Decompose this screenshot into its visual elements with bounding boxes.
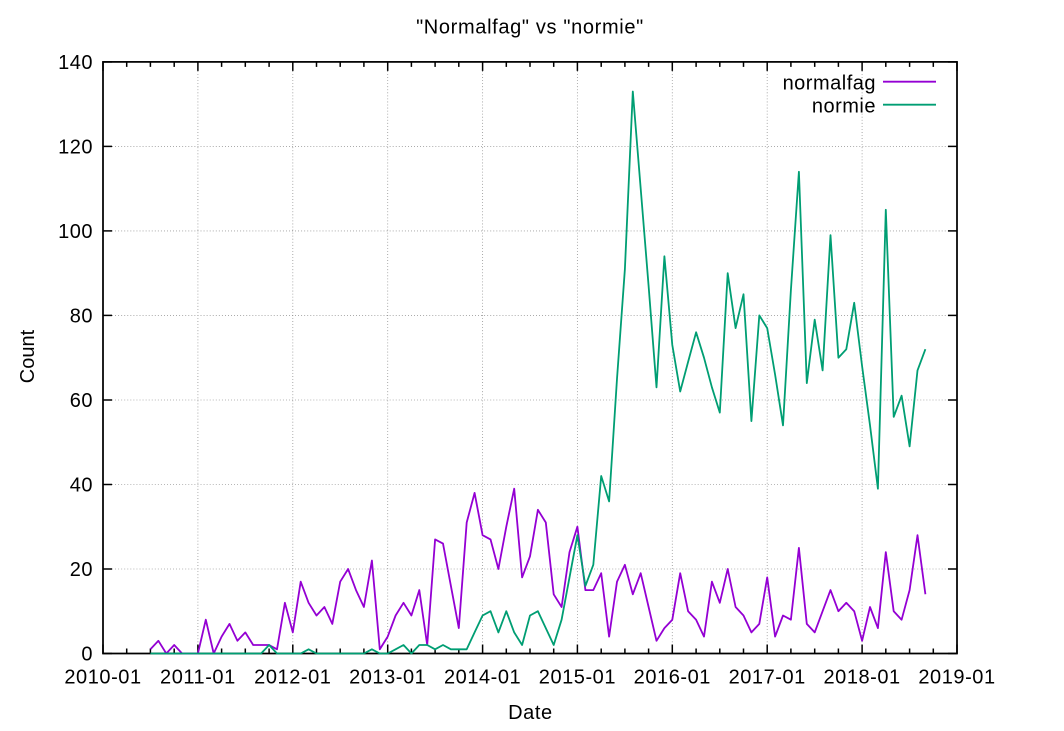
svg-text:normalfag: normalfag: [783, 72, 876, 94]
svg-text:60: 60: [70, 390, 93, 412]
svg-text:0: 0: [81, 644, 93, 666]
svg-text:120: 120: [58, 137, 93, 159]
svg-text:Date: Date: [508, 702, 552, 724]
svg-text:140: 140: [58, 52, 93, 74]
svg-text:2019-01: 2019-01: [918, 666, 995, 688]
svg-text:40: 40: [70, 475, 93, 497]
svg-text:2013-01: 2013-01: [349, 666, 426, 688]
svg-text:2018-01: 2018-01: [823, 666, 900, 688]
svg-text:2010-01: 2010-01: [64, 666, 141, 688]
svg-text:"Normalfag" vs "normie": "Normalfag" vs "normie": [416, 16, 644, 38]
svg-text:normie: normie: [812, 95, 876, 117]
svg-text:100: 100: [58, 221, 93, 243]
svg-text:2016-01: 2016-01: [634, 666, 711, 688]
svg-text:Count: Count: [17, 329, 39, 383]
svg-text:20: 20: [70, 559, 93, 581]
svg-text:2017-01: 2017-01: [729, 666, 806, 688]
svg-text:2012-01: 2012-01: [254, 666, 331, 688]
svg-text:2014-01: 2014-01: [444, 666, 521, 688]
svg-text:2015-01: 2015-01: [539, 666, 616, 688]
svg-text:80: 80: [70, 306, 93, 328]
svg-text:2011-01: 2011-01: [160, 666, 236, 688]
